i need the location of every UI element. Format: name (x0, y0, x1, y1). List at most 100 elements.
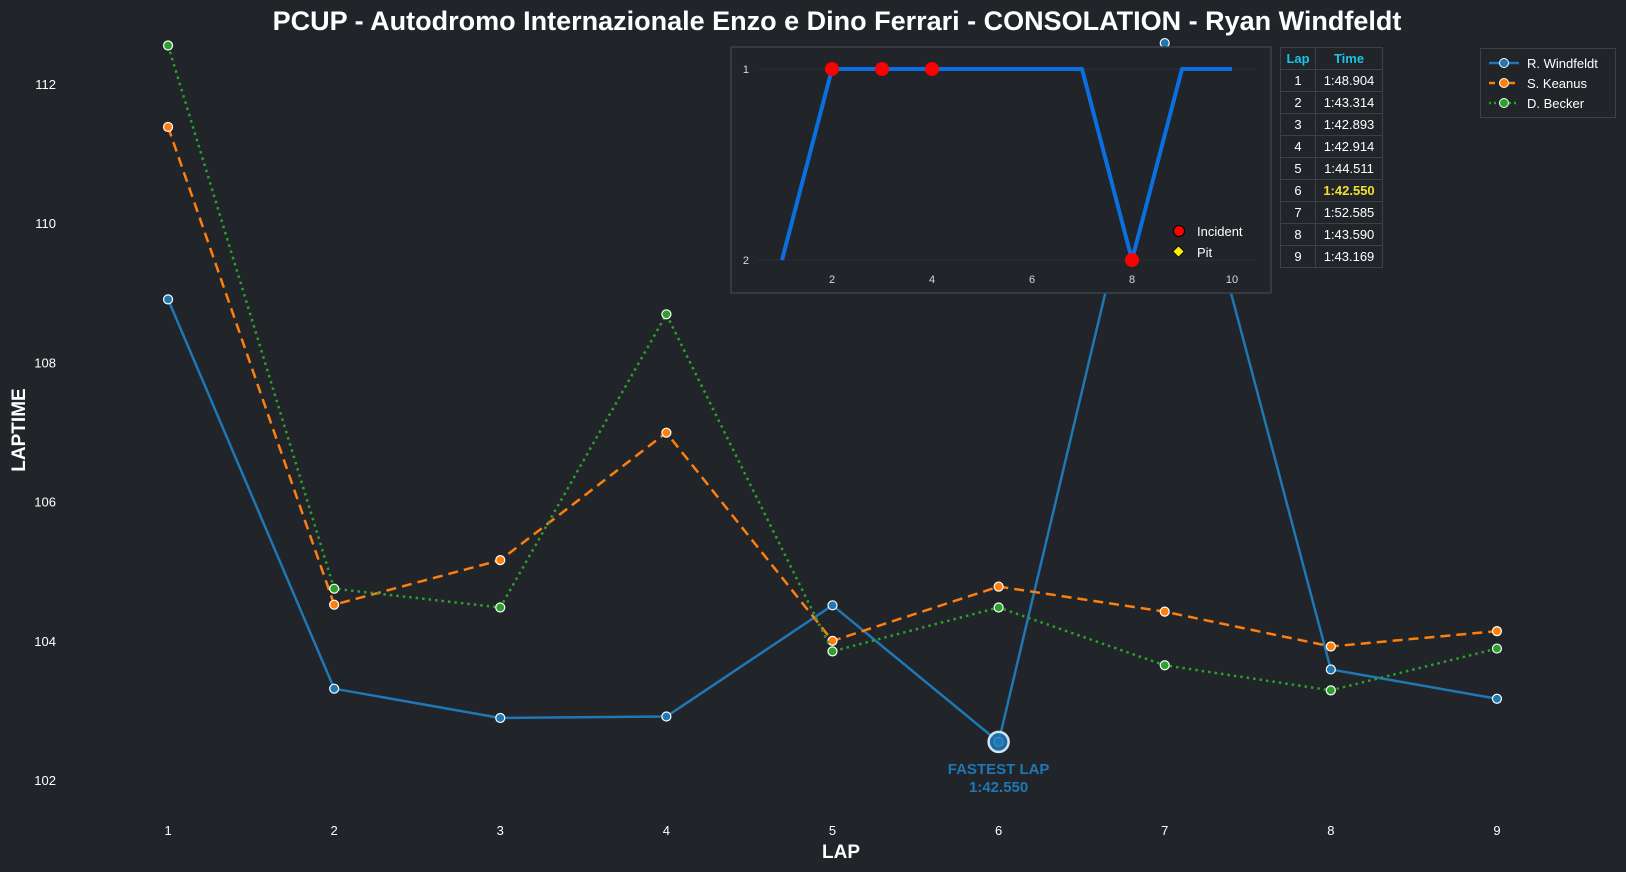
lap-time-cell: 1:52.585 (1315, 201, 1383, 224)
data-point (1491, 626, 1503, 637)
y-tick-label: 106 (34, 495, 56, 510)
incident-marker (1125, 253, 1139, 267)
y-tick-label: 102 (34, 773, 56, 788)
lap-column-header: Lap (1280, 47, 1316, 70)
x-tick-label: 7 (1161, 823, 1168, 838)
x-tick-label: 6 (995, 823, 1002, 838)
lap-table-header-row: Lap Time (1280, 47, 1383, 70)
lap-table-row: 8 1:43.590 (1280, 223, 1383, 246)
incident-marker (875, 62, 889, 76)
data-point (1159, 660, 1170, 671)
data-point (1325, 641, 1336, 652)
data-point (993, 581, 1004, 592)
data-point (1159, 606, 1170, 617)
lap-number-cell: 8 (1280, 223, 1316, 246)
lap-table-row: 4 1:42.914 (1280, 135, 1383, 158)
lap-number-cell: 6 (1280, 179, 1316, 202)
data-point (1491, 693, 1503, 704)
chart-title: PCUP - Autodromo Internazionale Enzo e D… (273, 6, 1402, 36)
incident-legend-icon (1173, 225, 1185, 237)
x-tick-label: 3 (497, 823, 504, 838)
legend-label: S. Keanus (1527, 75, 1587, 91)
lap-number-cell: 5 (1280, 157, 1316, 180)
data-point (1159, 37, 1170, 49)
data-point (329, 683, 340, 694)
inset-y-tick-label: 1 (743, 64, 749, 76)
incident-marker (925, 62, 939, 76)
pit-legend-icon (1172, 245, 1185, 258)
pit-legend-label: Pit (1197, 245, 1213, 260)
y-tick-label: 110 (35, 216, 56, 231)
data-point (495, 712, 506, 724)
lap-table-row: 7 1:52.585 (1280, 201, 1383, 224)
lap-number-cell: 3 (1280, 113, 1316, 136)
y-tick-label: 104 (34, 634, 56, 649)
x-tick-label: 9 (1493, 823, 1500, 838)
data-point (495, 602, 506, 613)
lap-number-cell: 4 (1280, 135, 1316, 158)
lap-number-cell: 1 (1280, 69, 1316, 92)
lap-number-cell: 9 (1280, 245, 1316, 268)
lap-table-row: 3 1:42.893 (1280, 113, 1383, 136)
data-point (661, 309, 672, 320)
lap-time-cell: 1:44.511 (1315, 157, 1383, 180)
incident-marker (825, 62, 839, 76)
x-tick-label: 8 (1327, 823, 1334, 838)
inset-y-tick-label: 2 (743, 255, 749, 267)
legend-entry: R. Windfeldt (1481, 53, 1615, 73)
position-line (780, 67, 1232, 262)
legend-line-icon (1489, 98, 1519, 108)
data-point (993, 602, 1004, 613)
lap-time-cell: 1:42.914 (1315, 135, 1383, 158)
x-tick-label: 1 (164, 823, 171, 838)
lap-table-row: 9 1:43.169 (1280, 245, 1383, 268)
x-tick-label: 4 (663, 823, 670, 838)
legend-line-icon (1489, 58, 1519, 68)
data-point (329, 583, 340, 594)
legend-label: R. Windfeldt (1527, 55, 1598, 71)
data-point (162, 40, 174, 51)
legend-entry: S. Keanus (1481, 73, 1615, 93)
data-point (162, 294, 174, 305)
data-point (827, 635, 838, 647)
inset-x-tick-label: 10 (1226, 274, 1238, 286)
x-axis-label: LAP (822, 842, 860, 863)
data-point (1325, 664, 1336, 675)
data-point (1325, 685, 1336, 696)
lap-table-row: 6 1:42.550 (1280, 179, 1383, 202)
lap-time-cell: 1:42.550 (1315, 179, 1383, 202)
fastest-lap-time: 1:42.550 (969, 779, 1028, 796)
data-point (329, 599, 340, 610)
data-point (827, 600, 838, 611)
lap-time-cell: 1:43.169 (1315, 245, 1383, 268)
position-inset-panel (730, 46, 1272, 294)
data-point (661, 711, 672, 722)
data-point (495, 555, 506, 566)
inset-x-tick-label: 2 (829, 274, 835, 286)
lap-time-cell: 1:48.904 (1315, 69, 1383, 92)
data-point (827, 646, 838, 657)
lap-time-table: Lap Time 1 1:48.904 2 1:43.314 3 1:42.893 4 1:4… (1280, 47, 1383, 268)
data-point (661, 427, 672, 438)
legend-label: D. Becker (1527, 95, 1585, 111)
lap-time-cell: 1:43.590 (1315, 223, 1383, 246)
y-tick-label: 108 (34, 355, 56, 370)
fastest-lap-label: FASTEST LAP (948, 761, 1050, 778)
lap-table-row: 1 1:48.904 (1280, 69, 1383, 92)
x-tick-label: 5 (829, 823, 836, 838)
lap-table-row: 5 1:44.511 (1280, 157, 1383, 180)
inset-x-tick-label: 8 (1129, 274, 1135, 286)
time-column-header: Time (1315, 47, 1383, 70)
lap-time-cell: 1:43.314 (1315, 91, 1383, 114)
data-point (1491, 643, 1503, 654)
lap-table-row: 2 1:43.314 (1280, 91, 1383, 114)
lap-number-cell: 7 (1280, 201, 1316, 224)
inset-x-tick-label: 6 (1029, 274, 1035, 286)
lap-time-cell: 1:42.893 (1315, 113, 1383, 136)
incident-legend-label: Incident (1197, 224, 1243, 239)
x-tick-label: 2 (331, 823, 338, 838)
lap-number-cell: 2 (1280, 91, 1316, 114)
y-tick-label: 112 (35, 77, 56, 92)
chart-legend: R. Windfeldt S. Keanus D. Becker (1480, 48, 1616, 118)
